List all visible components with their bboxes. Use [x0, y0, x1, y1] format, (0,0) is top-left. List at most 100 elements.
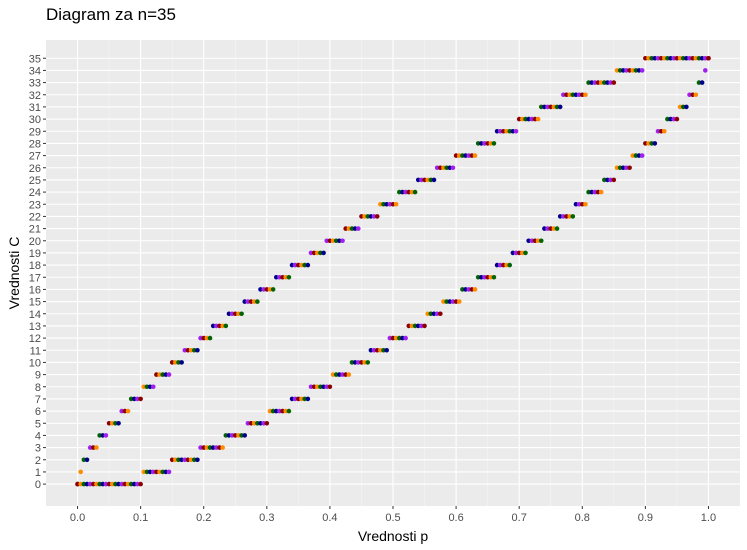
point-lower	[538, 238, 544, 244]
point-upper	[147, 384, 153, 390]
point-lower	[579, 201, 585, 207]
point-upper	[273, 274, 279, 280]
x-tick-label: 1.0	[701, 512, 716, 524]
point-lower	[214, 445, 219, 450]
point-upper	[652, 55, 658, 61]
point-lower	[128, 481, 134, 487]
point-lower	[624, 165, 629, 171]
point-upper	[548, 104, 554, 110]
point-lower	[564, 214, 569, 219]
point-upper	[400, 189, 405, 195]
point-lower	[507, 262, 513, 268]
y-tick-label: 17	[29, 272, 41, 284]
point-lower	[595, 189, 601, 195]
point-upper	[113, 420, 118, 426]
point-lower	[406, 323, 412, 329]
point-upper	[343, 226, 348, 231]
point-upper	[551, 104, 557, 110]
point-upper	[488, 141, 494, 146]
point-upper	[251, 299, 257, 304]
point-upper	[415, 177, 421, 183]
point-upper	[378, 201, 383, 207]
point-upper	[267, 287, 273, 292]
point-upper	[579, 92, 585, 98]
point-lower	[378, 347, 383, 353]
point-lower	[207, 445, 213, 450]
x-tick-label: 0.6	[448, 512, 463, 524]
point-upper	[598, 80, 604, 85]
point-lower	[393, 335, 399, 341]
point-upper	[116, 420, 121, 426]
point-lower	[551, 226, 557, 231]
point-lower	[154, 469, 159, 475]
point-upper	[674, 55, 680, 61]
point-lower	[520, 250, 525, 256]
point-upper	[661, 55, 667, 61]
point-lower	[491, 274, 497, 280]
point-lower	[264, 420, 270, 426]
point-lower	[643, 141, 648, 146]
point-upper	[463, 153, 468, 158]
point-upper	[125, 408, 131, 414]
y-tick-label: 28	[29, 138, 41, 150]
point-upper	[166, 372, 172, 377]
y-tick-label: 5	[35, 418, 41, 430]
point-upper	[242, 299, 248, 304]
point-upper	[627, 68, 632, 73]
point-upper	[280, 274, 285, 280]
point-lower	[693, 92, 699, 98]
point-upper	[337, 238, 342, 244]
point-upper	[277, 274, 282, 280]
point-lower	[122, 481, 128, 487]
point-lower	[387, 335, 393, 341]
point-upper	[538, 104, 544, 110]
point-lower	[141, 469, 147, 475]
point-upper	[157, 372, 162, 377]
point-lower	[173, 457, 178, 463]
x-tick-label: 0.2	[196, 512, 211, 524]
point-lower	[523, 250, 528, 256]
point-lower	[677, 104, 683, 110]
point-lower	[576, 201, 582, 207]
point-upper	[479, 141, 484, 146]
point-lower	[636, 153, 642, 158]
point-lower	[261, 420, 266, 426]
point-lower	[501, 262, 506, 268]
point-lower	[333, 372, 339, 377]
point-upper	[545, 104, 550, 110]
y-tick-label: 15	[29, 297, 41, 309]
point-upper	[482, 141, 487, 146]
y-axis: 0123456789101112131415161718192021222324…	[29, 53, 46, 491]
point-upper	[296, 262, 301, 268]
point-lower	[684, 104, 689, 110]
point-lower	[703, 68, 708, 73]
point-upper	[371, 214, 377, 219]
y-tick-label: 13	[29, 321, 41, 333]
point-upper	[671, 55, 677, 61]
point-upper	[397, 189, 402, 195]
point-upper	[504, 128, 509, 134]
point-lower	[671, 116, 677, 122]
point-upper	[643, 55, 648, 61]
point-upper	[633, 68, 639, 73]
point-lower	[251, 420, 257, 426]
y-tick-label: 18	[29, 260, 41, 272]
point-upper	[441, 165, 446, 171]
point-upper	[561, 92, 566, 98]
point-upper	[409, 189, 415, 195]
y-tick-label: 20	[29, 236, 41, 248]
point-upper	[314, 250, 320, 256]
point-upper	[412, 189, 418, 195]
point-upper	[403, 189, 408, 195]
y-tick-label: 34	[29, 65, 41, 77]
point-lower	[169, 457, 175, 463]
point-upper	[327, 238, 333, 244]
y-tick-label: 21	[29, 224, 41, 236]
point-lower	[97, 481, 102, 487]
point-upper	[356, 226, 361, 231]
x-tick-label: 0.1	[133, 512, 148, 524]
point-lower	[185, 457, 191, 463]
point-upper	[649, 55, 654, 61]
point-lower	[109, 481, 115, 487]
